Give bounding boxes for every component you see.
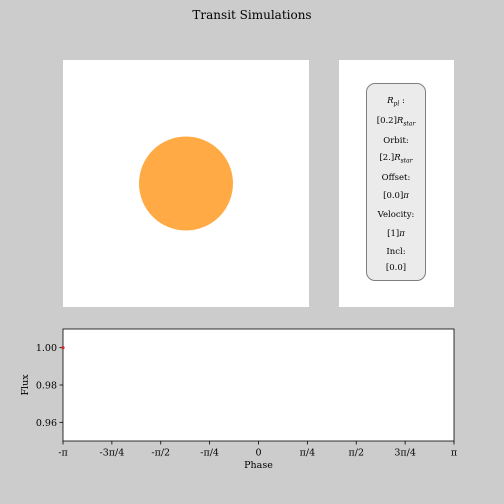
x-tick-label: -π bbox=[58, 448, 67, 459]
x-tick-label: 3π/4 bbox=[394, 448, 416, 459]
x-tick-label: -π/4 bbox=[200, 448, 219, 459]
orbit-label: Orbit: bbox=[383, 136, 409, 146]
incl-value: [0.0] bbox=[385, 263, 407, 273]
star-view bbox=[139, 136, 233, 231]
velocity-label: Velocity: bbox=[377, 210, 415, 220]
x-tick-label: π/4 bbox=[300, 448, 316, 459]
incl-label: Incl: bbox=[386, 247, 406, 257]
data-point bbox=[61, 346, 65, 350]
x-tick-label: -3π/4 bbox=[100, 448, 125, 459]
velocity-value: [1]π bbox=[387, 229, 405, 239]
plot-area bbox=[62, 328, 455, 442]
x-tick-label: π bbox=[451, 448, 457, 459]
x-axis-label: Phase bbox=[244, 460, 273, 471]
parameter-legend: Rpl : [0.2]Rstar Orbit: [2.]Rstar Offset… bbox=[366, 83, 426, 281]
parameter-panel: Rpl : [0.2]Rstar Orbit: [2.]Rstar Offset… bbox=[339, 60, 454, 307]
x-tick-label: -π/2 bbox=[151, 448, 170, 459]
y-axis-label: Flux bbox=[20, 374, 31, 396]
x-tick-label: π/2 bbox=[349, 448, 365, 459]
star-view-panel bbox=[63, 60, 309, 307]
rpl-label: Rpl : bbox=[387, 96, 405, 108]
offset-label: Offset: bbox=[381, 173, 411, 183]
y-tick-label: 0.96 bbox=[36, 418, 57, 429]
y-tick-label: 0.98 bbox=[36, 381, 57, 392]
x-tick-label: 0 bbox=[255, 448, 261, 459]
offset-value: [0.0]π bbox=[383, 191, 409, 201]
orbit-value: [2.]Rstar bbox=[379, 153, 413, 165]
figure-title: Transit Simulations bbox=[192, 8, 312, 22]
y-tick-label: 1.00 bbox=[36, 343, 57, 354]
star-disk bbox=[139, 136, 233, 231]
rpl-value: [0.2]Rstar bbox=[376, 116, 416, 128]
